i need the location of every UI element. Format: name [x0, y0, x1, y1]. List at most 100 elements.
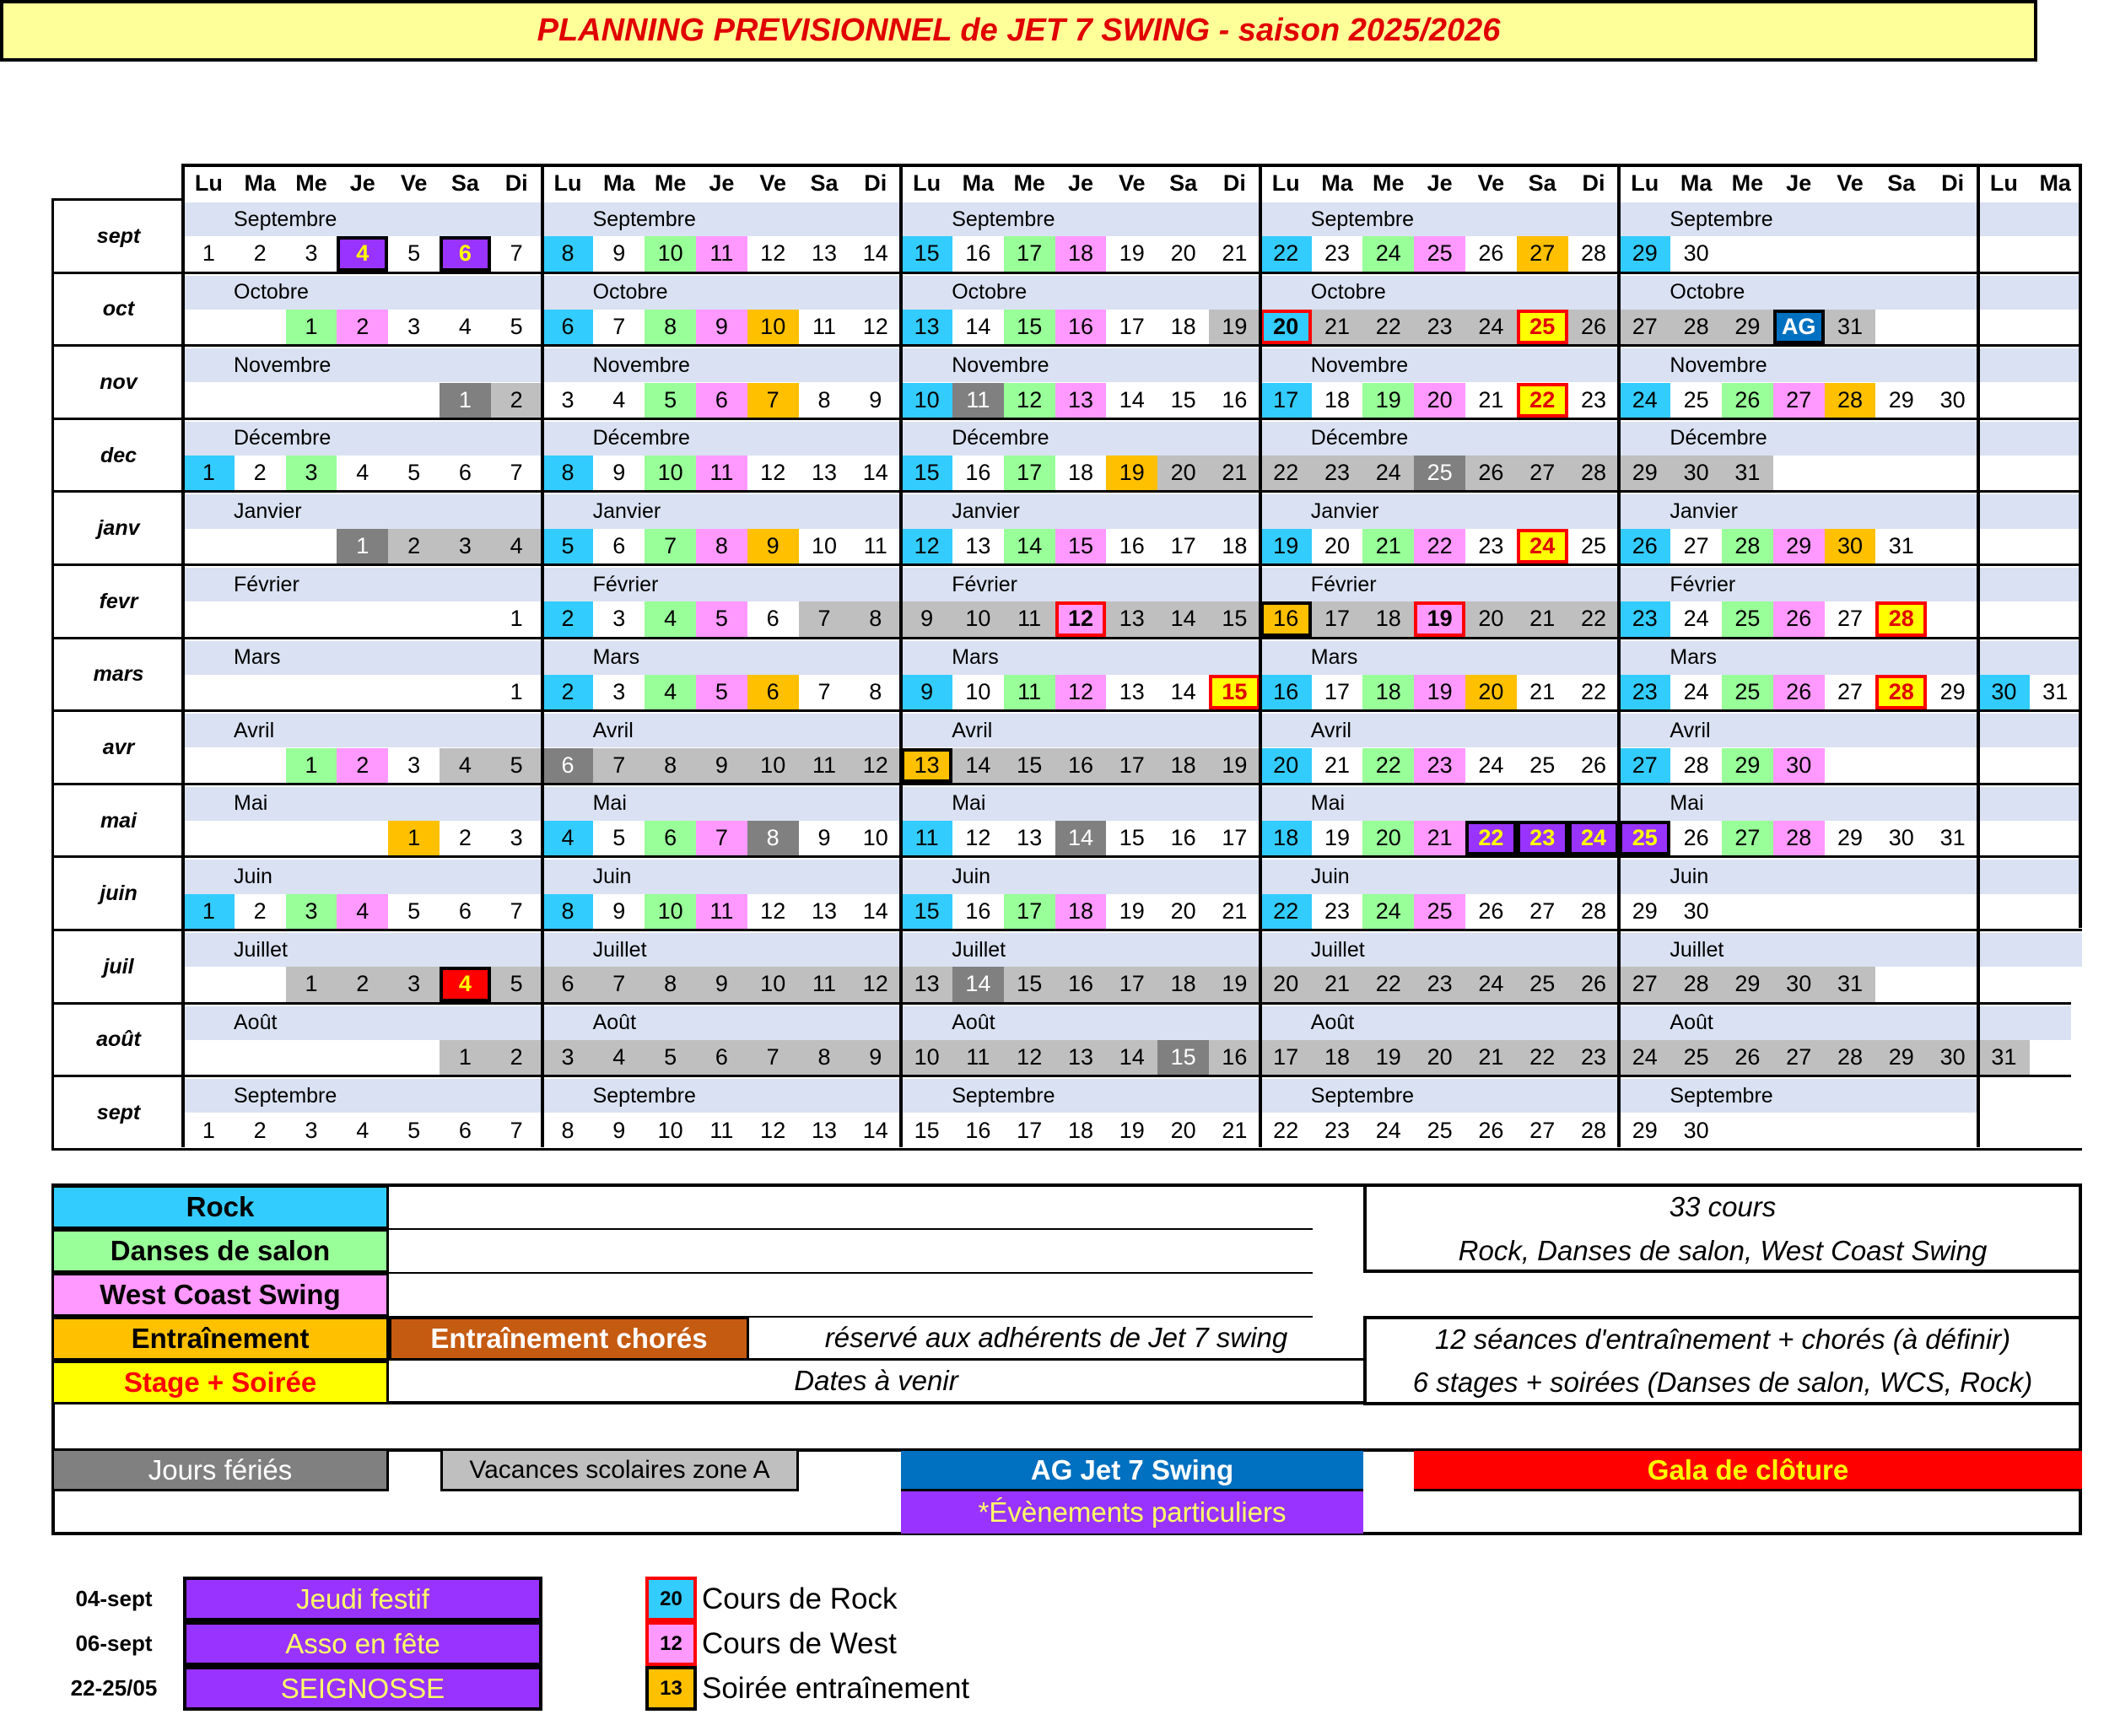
day-cell[interactable]: 25: [1427, 1117, 1453, 1143]
day-cell[interactable]: 20: [1157, 456, 1209, 491]
day-cell[interactable]: 29: [1722, 967, 1773, 1002]
day-cell[interactable]: 5: [645, 382, 696, 418]
day-cell[interactable]: 4: [593, 1039, 645, 1076]
day-cell[interactable]: 6: [458, 1117, 472, 1143]
day-cell[interactable]: 19: [1119, 898, 1145, 924]
day-cell[interactable]: 25: [1529, 752, 1556, 778]
day-cell[interactable]: 19: [1260, 528, 1312, 563]
day-cell[interactable]: 8: [542, 456, 594, 491]
day-cell[interactable]: 23: [1324, 1117, 1351, 1143]
day-cell[interactable]: 25: [1414, 236, 1465, 272]
day-cell[interactable]: 17: [1311, 601, 1363, 637]
day-cell[interactable]: 2: [388, 528, 440, 563]
day-cell[interactable]: 2: [337, 309, 389, 345]
day-cell[interactable]: 18: [1260, 821, 1312, 856]
day-cell[interactable]: 1: [285, 967, 337, 1002]
day-cell[interactable]: 21: [1529, 679, 1556, 705]
day-cell[interactable]: 31: [1888, 532, 1914, 558]
day-cell[interactable]: 21: [1478, 386, 1504, 412]
day-cell[interactable]: 18: [1157, 967, 1209, 1002]
day-cell[interactable]: 11: [863, 532, 887, 558]
day-cell[interactable]: 3: [407, 752, 421, 778]
day-cell[interactable]: 10: [862, 825, 888, 851]
day-cell[interactable]: 6: [542, 309, 594, 345]
day-cell[interactable]: 5: [407, 460, 421, 486]
day-cell[interactable]: 31: [1722, 456, 1773, 491]
day-cell[interactable]: 7: [612, 314, 626, 340]
day-cell[interactable]: 16: [965, 240, 991, 267]
day-cell[interactable]: 13: [811, 1117, 838, 1143]
day-cell[interactable]: 5: [696, 601, 747, 637]
day-cell[interactable]: 23: [1516, 821, 1568, 856]
day-cell[interactable]: 19: [1119, 1117, 1145, 1143]
day-cell[interactable]: 8: [747, 821, 799, 856]
day-cell[interactable]: 6: [542, 747, 594, 783]
day-cell[interactable]: 6: [612, 532, 626, 558]
day-cell[interactable]: 30: [1683, 1117, 1709, 1143]
day-cell[interactable]: 27: [1772, 382, 1825, 418]
day-cell[interactable]: 11: [696, 456, 747, 491]
day-cell[interactable]: 4: [458, 314, 472, 340]
day-cell[interactable]: 15: [1170, 386, 1196, 412]
day-cell[interactable]: 10: [965, 679, 991, 705]
day-cell[interactable]: 25: [1516, 967, 1568, 1002]
day-cell[interactable]: 17: [1324, 679, 1351, 705]
day-cell[interactable]: 15: [901, 893, 952, 929]
day-cell[interactable]: 17: [1170, 532, 1196, 558]
day-cell[interactable]: 2: [542, 601, 594, 637]
day-cell[interactable]: 29: [1939, 679, 1966, 705]
day-cell[interactable]: 8: [542, 893, 594, 929]
day-cell[interactable]: 13: [901, 967, 952, 1002]
day-cell[interactable]: 12: [760, 240, 786, 267]
day-cell[interactable]: 11: [709, 1117, 734, 1143]
day-cell[interactable]: 11: [696, 236, 747, 272]
day-cell[interactable]: 10: [747, 309, 799, 345]
day-cell[interactable]: 27: [1619, 967, 1671, 1002]
day-cell[interactable]: 24: [1465, 309, 1517, 345]
day-cell[interactable]: 27: [1772, 1039, 1825, 1076]
day-cell[interactable]: 10: [645, 456, 696, 491]
day-cell[interactable]: 10: [747, 747, 799, 783]
day-cell[interactable]: 29: [1632, 1117, 1658, 1143]
day-cell[interactable]: 20: [1465, 674, 1517, 710]
day-cell[interactable]: 15: [1055, 528, 1107, 563]
day-cell[interactable]: 14: [1170, 679, 1196, 705]
day-cell[interactable]: 28: [1824, 1039, 1876, 1076]
day-cell[interactable]: 16: [965, 1117, 991, 1143]
day-cell[interactable]: 22: [1273, 1117, 1299, 1143]
day-cell[interactable]: 24: [1362, 236, 1415, 272]
day-cell[interactable]: 20: [1170, 240, 1196, 267]
day-cell[interactable]: 17: [1003, 456, 1055, 491]
day-cell[interactable]: 22: [1516, 1039, 1568, 1076]
day-cell[interactable]: 5: [510, 314, 523, 340]
day-cell[interactable]: 15: [1119, 825, 1145, 851]
day-cell[interactable]: 2: [253, 898, 267, 924]
day-cell[interactable]: 17: [1260, 382, 1312, 418]
day-cell[interactable]: 16: [1119, 532, 1145, 558]
day-cell[interactable]: 10: [901, 1039, 952, 1076]
day-cell[interactable]: 17: [1106, 967, 1158, 1002]
day-cell[interactable]: 23: [1414, 309, 1465, 345]
day-cell[interactable]: 15: [901, 456, 952, 491]
day-cell[interactable]: 28: [1722, 528, 1773, 563]
day-cell[interactable]: 2: [490, 382, 542, 418]
day-cell[interactable]: 20: [1465, 601, 1517, 637]
day-cell[interactable]: 23: [1478, 532, 1504, 558]
day-cell[interactable]: 10: [952, 601, 1004, 637]
day-cell[interactable]: 2: [253, 240, 267, 267]
day-cell[interactable]: 14: [1106, 1039, 1158, 1076]
day-cell[interactable]: 4: [440, 967, 491, 1002]
day-cell[interactable]: 11: [798, 747, 850, 783]
day-cell[interactable]: 5: [542, 528, 594, 563]
day-cell[interactable]: 26: [1722, 1039, 1773, 1076]
day-cell[interactable]: 18: [1067, 1117, 1094, 1143]
day-cell[interactable]: 1: [337, 528, 389, 563]
day-cell[interactable]: 24: [1465, 967, 1517, 1002]
day-cell[interactable]: 14: [862, 460, 888, 486]
day-cell[interactable]: 23: [1414, 967, 1465, 1002]
day-cell[interactable]: 7: [510, 240, 523, 267]
day-cell[interactable]: 1: [440, 382, 491, 418]
day-cell[interactable]: 17: [1106, 747, 1158, 783]
day-cell[interactable]: 11: [952, 382, 1004, 418]
day-cell[interactable]: 8: [817, 386, 831, 412]
